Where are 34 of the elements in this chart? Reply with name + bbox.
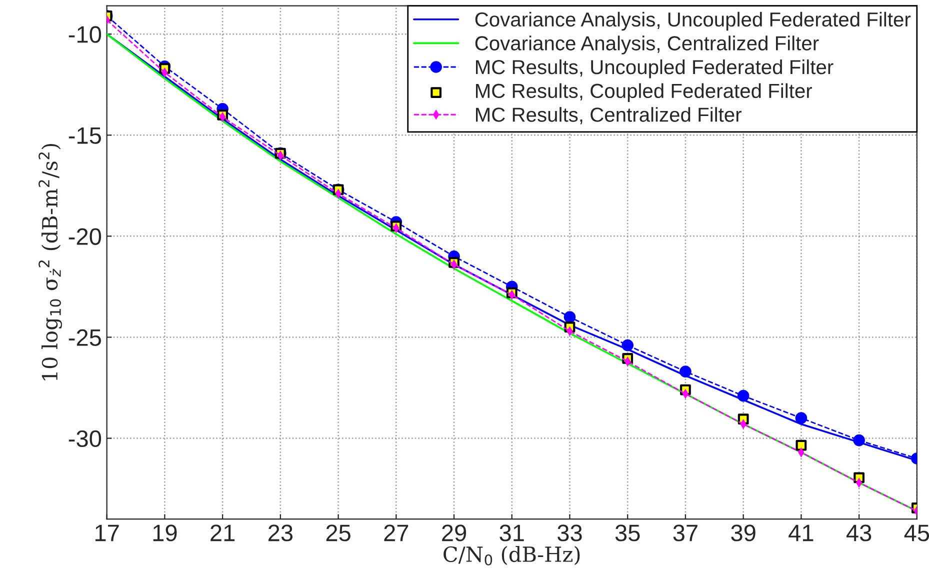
x-tick-label: 37 — [673, 524, 698, 542]
x-tick-label: 25 — [326, 524, 350, 542]
x-tick-label: 33 — [558, 524, 582, 542]
legend-label: Covariance Analysis, Centralized Filter — [475, 36, 819, 54]
y-tick-label: -30 — [68, 430, 102, 448]
x-tick-label: 17 — [96, 524, 119, 542]
point — [796, 440, 807, 451]
y-tick-label: -10 — [68, 26, 102, 43]
legend-label: MC Results, Coupled Federated Filter — [476, 83, 812, 102]
x-tick-label: 41 — [788, 524, 814, 542]
x-tick-label: 19 — [153, 524, 177, 542]
x-axis-title: C/N$_{0}$ (dB-Hz) — [444, 546, 580, 566]
point — [622, 339, 634, 352]
point — [795, 412, 808, 424]
x-tick-label: 29 — [442, 524, 466, 542]
legend-label: MC Results, Uncoupled Federated Filter — [476, 59, 834, 78]
x-tick-label: 43 — [846, 524, 872, 542]
point — [737, 390, 750, 402]
x-tick-label: 23 — [268, 524, 293, 542]
point — [680, 366, 692, 378]
text: 10 log$_{10}$ σ$_{ż}$$^{2}$ (dB-m$^{2}$/s$^{2}$) — [38, 144, 62, 380]
point — [853, 434, 865, 446]
y-tick-label: -20 — [68, 228, 102, 245]
legend-label: MC Results, Centralized Filter — [476, 107, 742, 124]
legend-label: Covariance Analysis, Uncoupled Federated Filter — [475, 12, 911, 31]
y-tick-label: -15 — [68, 127, 101, 144]
x-tick-label: 31 — [500, 524, 524, 542]
x-tick-label: 21 — [210, 524, 235, 542]
point — [564, 311, 576, 323]
x-tick-label: 39 — [731, 524, 756, 542]
y-tick-label: -25 — [68, 329, 101, 346]
x-tick-label: 45 — [904, 524, 929, 542]
x-tick-label: 35 — [615, 524, 640, 542]
x-tick-label: 27 — [384, 524, 408, 542]
